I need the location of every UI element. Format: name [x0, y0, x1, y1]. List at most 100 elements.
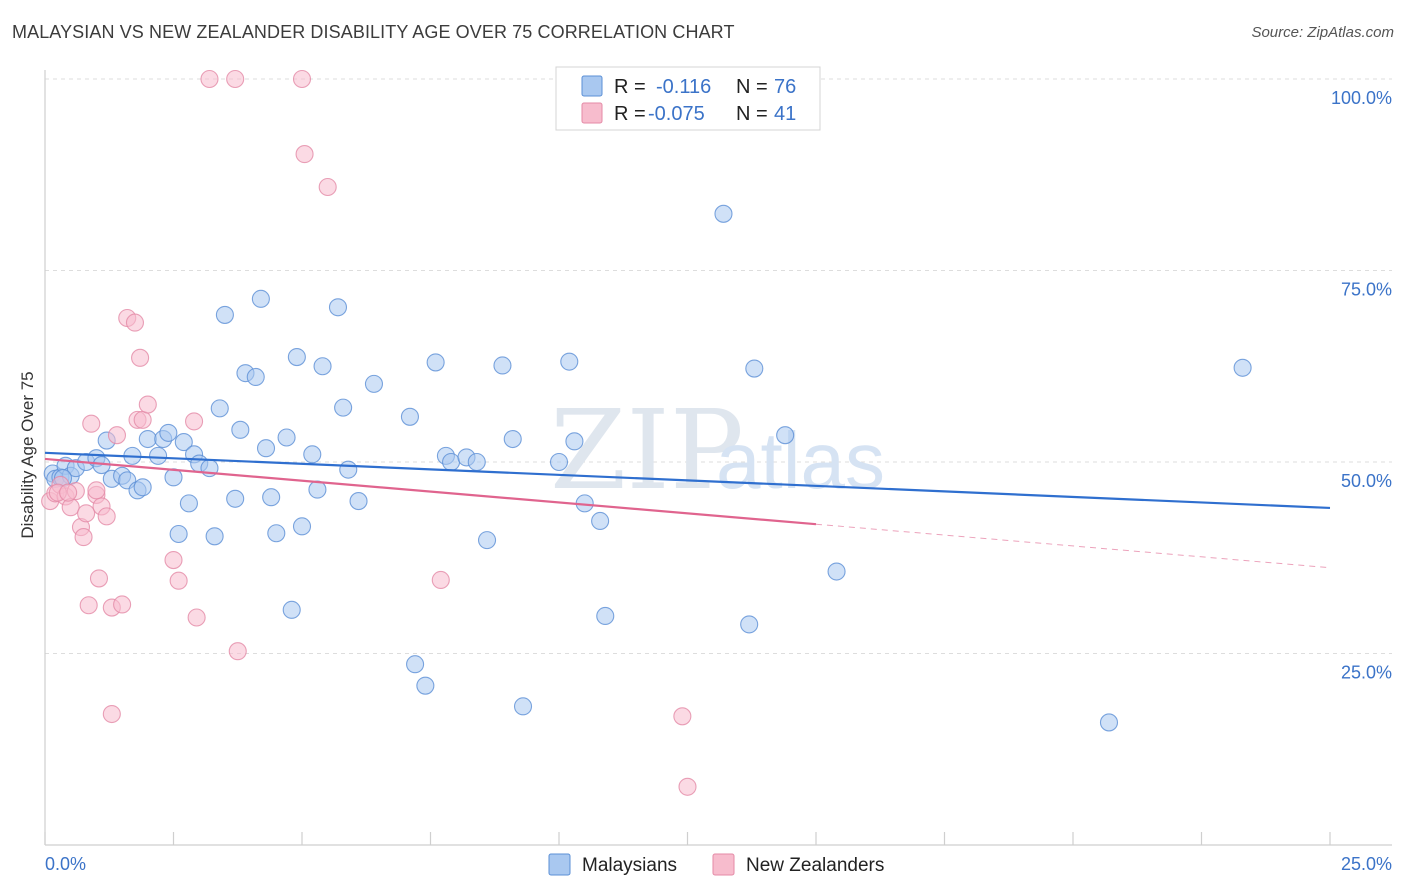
point-malaysians — [596, 606, 615, 626]
legend-n-label-new-zealanders: N = — [736, 103, 768, 125]
point-malaysians — [149, 446, 168, 465]
point-new-zealanders — [107, 426, 127, 445]
point-malaysians — [277, 428, 296, 447]
point-new-zealanders — [200, 69, 219, 89]
point-malaysians — [210, 399, 229, 418]
point-new-zealanders — [678, 777, 697, 796]
trend-line-new-zealanders — [44, 457, 817, 526]
point-malaysians — [262, 488, 281, 507]
legend-r-value-new-zealanders: -0.075 — [648, 103, 705, 125]
point-malaysians — [442, 452, 461, 472]
point-malaysians — [205, 527, 224, 546]
point-new-zealanders — [79, 596, 98, 615]
trend-line-malaysians — [44, 451, 1331, 510]
point-new-zealanders — [74, 528, 93, 547]
point-malaysians — [231, 420, 250, 439]
point-malaysians — [426, 353, 445, 372]
point-new-zealanders — [169, 571, 188, 590]
point-malaysians — [1099, 713, 1119, 732]
chart-source: Source: ZipAtlas.com — [1251, 24, 1394, 41]
point-malaysians — [493, 356, 512, 375]
point-malaysians — [591, 511, 610, 531]
watermark-zip: ZIP — [550, 386, 744, 514]
point-malaysians — [745, 359, 764, 378]
point-malaysians — [303, 445, 322, 464]
point-new-zealanders — [113, 595, 132, 614]
y-axis-label: Disability Age Over 75 — [18, 371, 37, 538]
legend-swatch-new-zealanders — [581, 102, 603, 124]
point-malaysians — [416, 676, 435, 695]
point-malaysians — [400, 407, 419, 426]
point-new-zealanders — [82, 414, 101, 433]
point-new-zealanders — [102, 704, 121, 724]
point-new-zealanders — [89, 569, 109, 588]
point-malaysians — [334, 398, 353, 417]
legend-n-label-malaysians: N = — [736, 76, 768, 98]
point-malaysians — [282, 600, 301, 619]
point-malaysians — [364, 374, 384, 393]
point-new-zealanders — [187, 608, 206, 627]
point-malaysians — [174, 433, 193, 452]
trend-lines — [44, 451, 1331, 569]
x-tick-label-min: 0.0% — [45, 854, 86, 874]
point-malaysians — [467, 452, 486, 472]
point-malaysians — [714, 204, 733, 223]
bottom-legend: Malaysians New Zealanders — [548, 853, 884, 876]
bottom-legend-swatch-malaysians — [548, 853, 571, 876]
point-malaysians — [827, 562, 846, 581]
point-malaysians — [560, 352, 579, 371]
point-new-zealanders — [226, 69, 245, 89]
point-malaysians — [313, 357, 332, 376]
point-new-zealanders — [431, 570, 450, 590]
point-malaysians — [349, 492, 368, 511]
trend-line-extension-new-zealanders — [815, 523, 1331, 569]
point-malaysians — [503, 429, 522, 449]
point-new-zealanders — [673, 707, 692, 726]
point-malaysians — [267, 524, 286, 543]
scatter-points — [41, 69, 1252, 796]
point-malaysians — [179, 494, 198, 513]
y-tick-labels: 25.0% 50.0% 75.0% 100.0% — [1331, 88, 1392, 683]
bottom-legend-label-malaysians: Malaysians — [582, 855, 677, 876]
point-malaysians — [549, 452, 569, 472]
point-malaysians — [133, 478, 152, 497]
point-malaysians — [138, 429, 157, 449]
point-malaysians — [256, 439, 276, 458]
legend-r-label-malaysians: R = — [614, 76, 646, 98]
x-tick-label-max: 25.0% — [1341, 854, 1392, 874]
watermark-atlas: atlas — [716, 416, 885, 505]
point-malaysians — [477, 531, 497, 550]
point-malaysians — [308, 480, 327, 499]
point-malaysians — [776, 426, 795, 445]
y-tick-label-50: 50.0% — [1341, 471, 1392, 491]
point-new-zealanders — [97, 507, 116, 526]
point-malaysians — [169, 524, 188, 544]
point-new-zealanders — [131, 348, 150, 367]
point-new-zealanders — [295, 145, 314, 164]
y-tick-label-25: 25.0% — [1341, 663, 1392, 683]
chart-title: MALAYSIAN VS NEW ZEALANDER DISABILITY AG… — [12, 22, 735, 42]
legend-swatch-malaysians — [581, 75, 603, 97]
point-malaysians — [513, 697, 533, 716]
point-new-zealanders — [133, 410, 152, 429]
legend: R = -0.116 N = 76 R = -0.075 N = 41 — [555, 66, 821, 131]
bottom-legend-label-new-zealanders: New Zealanders — [746, 855, 884, 876]
point-new-zealanders — [292, 69, 312, 89]
y-tick-label-100: 100.0% — [1331, 88, 1392, 108]
point-new-zealanders — [77, 504, 96, 523]
point-malaysians — [287, 348, 306, 367]
point-new-zealanders — [87, 481, 106, 500]
legend-n-value-malaysians: 76 — [774, 76, 796, 98]
point-malaysians — [215, 305, 234, 324]
point-new-zealanders — [164, 550, 183, 570]
x-tick-marks — [44, 832, 1331, 845]
point-malaysians — [226, 489, 245, 508]
legend-r-label-new-zealanders: R = — [614, 103, 646, 125]
bottom-legend-swatch-new-zealanders — [712, 853, 735, 876]
point-new-zealanders — [228, 642, 247, 661]
point-malaysians — [1233, 358, 1252, 377]
point-malaysians — [740, 615, 759, 634]
point-new-zealanders — [138, 395, 157, 414]
point-malaysians — [328, 298, 348, 317]
